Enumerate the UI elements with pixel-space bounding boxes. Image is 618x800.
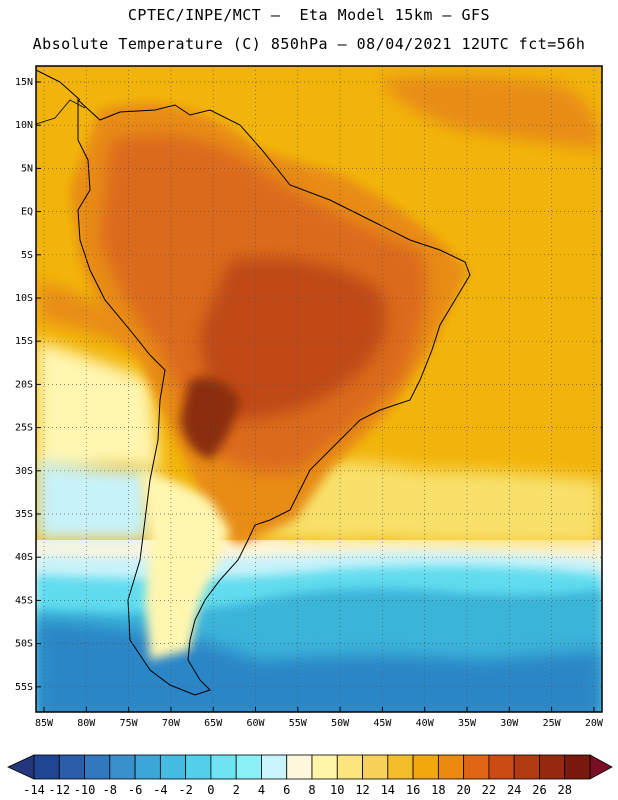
pale-yellow-west [36,340,160,470]
colorbar-label: 24 [507,783,521,797]
colorbar-swatch [33,754,60,780]
latitude-labels: 15N 10N 5N EQ 5S 10S 15S 20S 25S 30S 35S 40S 45S 50S 5… [15,77,33,693]
lat-tick-label: 10N [15,120,33,131]
colorbar-swatch [261,754,288,780]
gridlines [36,66,602,712]
lat-tick-label: EQ [21,207,33,218]
lon-tick-label: 35W [458,718,477,729]
land-hot [200,258,386,420]
colorbar-swatch [336,754,363,780]
title-line-2: Absolute Temperature (C) 850hPa – 08/04/… [32,35,586,53]
orange-north-atlantic [380,76,600,150]
lat-tick-label: 20S [15,379,33,390]
lat-tick-label: 30S [15,466,33,477]
colorbar-label: -2 [178,783,192,797]
lat-tick-label: 45S [15,595,33,606]
lon-tick-label: 70W [162,718,181,729]
colorbar: -14 -12 -10 -8 -6 -4 -2 0 2 4 6 8 10 12 14 16 18 20 22 24 26… [7,754,613,797]
colorbar-swatch [437,754,465,780]
colorbar-swatch [311,754,338,780]
south-america-coastline [77,98,471,696]
colorbar-swatch [412,754,439,780]
lat-tick-label: 50S [15,639,33,650]
lat-tick-label: 55S [15,682,33,693]
lon-tick-label: 45W [373,718,392,729]
colorbar-swatch [134,754,161,780]
colorbar-label: 20 [456,783,470,797]
colorbar-label: -4 [153,783,167,797]
colorbar-label: -8 [103,783,117,797]
lon-tick-label: 40W [416,718,435,729]
colorbar-swatch [235,754,262,780]
colorbar-label: 16 [406,783,420,797]
colorbar-swatch [513,754,540,780]
light-cyan-west [36,460,150,540]
colorbar-swatch [58,754,85,780]
lat-tick-label: 25S [15,423,33,434]
isthmus-coastline [35,99,86,125]
lon-tick-label: 85W [35,718,54,729]
colorbar-swatch [362,754,389,780]
colorbar-label: -12 [48,783,70,797]
lon-tick-label: 55W [289,718,308,729]
lat-tick-label: 5S [21,250,33,261]
colorbar-label: 6 [283,783,290,797]
lat-tick-label: 35S [15,509,33,520]
longitude-labels: 85W 80W 75W 70W 65W 60W 55W 50W 45W 40W 35W 30W 25W 2… [35,718,604,729]
colorbar-swatch [210,754,237,780]
lat-tick-label: 15N [15,77,33,88]
lon-tick-label: 80W [77,718,96,729]
lon-tick-label: 30W [500,718,519,729]
colorbar-label: 8 [308,783,315,797]
colorbar-label: 18 [431,783,445,797]
lat-tick-label: 40S [15,552,33,563]
colorbar-swatch [159,754,187,780]
lon-tick-label: 20W [585,718,604,729]
colorbar-under-arrow [7,754,35,780]
colorbar-label: 10 [330,783,344,797]
colorbar-swatch [109,754,136,780]
colorbar-label: 12 [355,783,369,797]
hot-core [180,377,240,460]
colorbar-swatch [286,754,313,780]
map-frame [35,65,603,713]
colorbar-label: -14 [23,783,45,797]
colorbar-label: 14 [381,783,395,797]
colorbar-swatch [488,754,515,780]
lon-tick-label: 65W [204,718,223,729]
yellow-south-atlantic [240,460,602,545]
colorbar-label: 4 [258,783,265,797]
colorbar-label: 28 [558,783,572,797]
temperature-field [36,66,602,712]
lon-tick-label: 50W [331,718,350,729]
colorbar-swatch [463,754,490,780]
colorbar-label: 26 [532,783,546,797]
title-line-1: CPTEC/INPE/MCT – Eta Model 15km – GFS [127,6,491,24]
colorbar-label: -10 [74,783,96,797]
colorbar-swatch [185,754,212,780]
colorbar-swatch [564,754,591,780]
colorbar-over-arrow [589,754,613,780]
lon-tick-label: 60W [246,718,265,729]
lat-tick-label: 10S [15,293,33,304]
colorbar-swatch [84,754,111,780]
colorbar-label: 0 [207,783,214,797]
patagonia-pale [140,470,230,660]
lat-tick-label: 15S [15,336,33,347]
lon-tick-label: 75W [120,718,139,729]
colorbar-label: -6 [128,783,142,797]
colorbar-label: 2 [233,783,240,797]
lat-tick-label: 5N [21,163,33,174]
colorbar-swatch [539,754,566,780]
lon-tick-label: 25W [543,718,562,729]
colorbar-swatch [387,754,414,780]
colorbar-label: 22 [482,783,496,797]
